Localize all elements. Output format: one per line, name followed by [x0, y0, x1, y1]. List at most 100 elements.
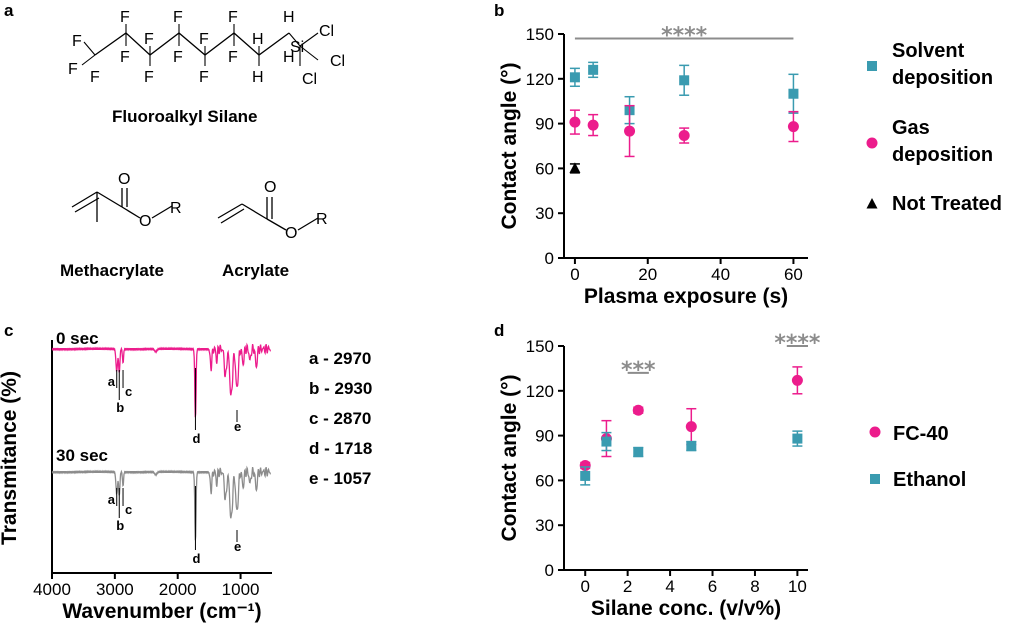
peak-tag: e — [234, 419, 241, 434]
atom-h: H — [283, 9, 295, 26]
data-point-square — [580, 470, 591, 481]
significance-stars: **** — [774, 331, 821, 356]
atom-f: F — [90, 69, 100, 86]
atom-f: F — [228, 9, 238, 26]
x-axis-title: Silane conc. (v/v%) — [591, 597, 781, 620]
y-tick-label: 0 — [545, 561, 554, 580]
legend-label: FC-40 — [893, 423, 949, 445]
y-tick-label: 60 — [535, 471, 554, 490]
data-point-triangle — [866, 198, 878, 209]
atom-f: F — [144, 69, 154, 86]
y-tick-label: 120 — [526, 382, 554, 401]
atom-o: O — [139, 213, 151, 230]
atom-f: F — [144, 31, 154, 48]
atom-r: R — [316, 211, 328, 228]
data-point-square — [569, 72, 580, 83]
y-tick-label: 0 — [545, 249, 554, 268]
panel-label-b: b — [494, 1, 504, 20]
chemical-structures-panel: F F F F F F F F F F F F F H H H H Si Cl … — [60, 9, 345, 280]
panel-label-a: a — [4, 1, 14, 20]
data-point-square — [867, 61, 877, 71]
atom-h: H — [252, 69, 264, 86]
data-point-square — [686, 441, 697, 452]
peak-list-item: e - 1057 — [309, 469, 371, 488]
x-tick-label: 2000 — [159, 580, 197, 599]
series-label-30sec: 30 sec — [56, 446, 108, 465]
peak-tag: b — [116, 518, 124, 533]
atom-r: R — [170, 200, 182, 217]
peak-tag: a — [108, 374, 116, 389]
methacrylate-label: Methacrylate — [60, 261, 164, 280]
data-point-square — [870, 474, 880, 484]
data-point-circle — [569, 116, 581, 128]
data-point-circle — [624, 125, 636, 137]
x-tick-label: 6 — [708, 577, 717, 596]
spectrum-line-30sec — [51, 465, 272, 541]
silane-atom-labels: F F F F F F F F F F F F F H H H H Si Cl … — [68, 9, 345, 88]
peak-tag: a — [108, 492, 116, 507]
y-tick-label: 60 — [535, 159, 554, 178]
significance-stars: **** — [661, 23, 708, 48]
peak-tag: d — [192, 551, 200, 566]
data-point-circle — [678, 130, 690, 142]
y-axis-title: Contact angle (°) — [498, 62, 521, 229]
peak-tag: e — [234, 539, 241, 554]
legend-label: Solvent — [892, 40, 965, 62]
x-tick-label: 2 — [623, 577, 632, 596]
atom-f: F — [173, 9, 183, 26]
peak-list-item: b - 2930 — [309, 379, 372, 398]
atom-si: Si — [290, 39, 304, 56]
data-point-square — [588, 64, 599, 75]
data-point-square — [679, 75, 690, 86]
peak-tag: b — [116, 400, 124, 415]
atom-f: F — [199, 69, 209, 86]
peak-list-item: d - 1718 — [309, 439, 372, 458]
x-tick-label: 0 — [570, 265, 579, 284]
atom-cl: Cl — [330, 53, 345, 70]
data-point-square — [792, 433, 803, 444]
data-point-circle — [791, 374, 803, 386]
y-axis-title: Contact angle (°) — [498, 374, 521, 541]
peak-tag: c — [125, 502, 132, 517]
y-axis-title: Transmitance (%) — [0, 371, 21, 545]
atom-f: F — [199, 31, 209, 48]
spectrum-line-0sec — [51, 342, 272, 418]
atom-o: O — [118, 171, 130, 188]
atom-f: F — [120, 49, 130, 66]
panel-label-d: d — [494, 321, 504, 340]
data-point-square — [601, 436, 612, 447]
peak-list-item: a - 2970 — [309, 349, 371, 368]
x-tick-label: 1000 — [222, 580, 260, 599]
data-point-triangle — [569, 162, 581, 173]
y-tick-label: 120 — [526, 70, 554, 89]
methacrylate-structure — [71, 188, 173, 222]
data-point-square — [633, 447, 644, 458]
y-tick-label: 30 — [535, 516, 554, 535]
legend-label: Ethanol — [893, 469, 966, 491]
peak-tag: d — [192, 431, 200, 446]
peak-list-item: c - 2870 — [309, 409, 371, 428]
significance-stars: *** — [621, 358, 656, 383]
atom-o: O — [285, 225, 297, 242]
y-tick-label: 30 — [535, 204, 554, 223]
x-tick-label: 3000 — [96, 580, 134, 599]
legend-label: Not Treated — [892, 193, 1002, 215]
contact-angle-vs-silane-chart: 0 30 60 90 120 150 0 2 4 6 8 10 Silane conc. (v/v%) C… — [498, 331, 966, 620]
silane-chain-bonds — [94, 32, 290, 56]
data-point-circle — [632, 404, 644, 416]
x-tick-label: 4000 — [33, 580, 71, 599]
silane-substituent-bonds — [81, 24, 319, 66]
atom-cl: Cl — [319, 23, 334, 40]
data-point-square — [788, 88, 799, 99]
atom-o: O — [264, 179, 276, 196]
x-tick-label: 4 — [665, 577, 674, 596]
atom-f: F — [173, 49, 183, 66]
series-label-0sec: 0 sec — [56, 329, 99, 348]
data-point-circle — [866, 137, 878, 149]
x-axis-title: Wavenumber (cm⁻¹) — [62, 600, 261, 623]
x-tick-label: 60 — [784, 265, 803, 284]
y-tick-label: 90 — [535, 427, 554, 446]
acrylate-structure — [217, 197, 319, 231]
